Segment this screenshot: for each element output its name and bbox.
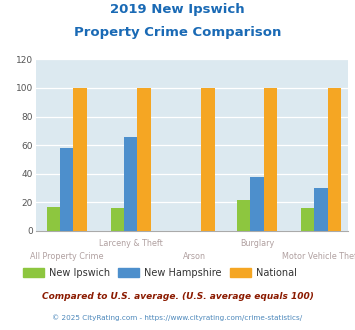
Bar — [237, 200, 251, 231]
Bar — [264, 88, 277, 231]
Bar — [201, 88, 215, 231]
Legend: New Ipswich, New Hampshire, National: New Ipswich, New Hampshire, National — [19, 264, 301, 282]
Bar — [47, 207, 60, 231]
Text: Property Crime Comparison: Property Crime Comparison — [74, 26, 281, 39]
Bar — [301, 208, 315, 231]
Text: All Property Crime: All Property Crime — [30, 252, 104, 261]
Bar — [315, 188, 328, 231]
Bar — [124, 137, 137, 231]
Text: Arson: Arson — [183, 252, 206, 261]
Text: Compared to U.S. average. (U.S. average equals 100): Compared to U.S. average. (U.S. average … — [42, 292, 313, 301]
Bar — [137, 88, 151, 231]
Bar — [328, 88, 341, 231]
Text: Motor Vehicle Theft: Motor Vehicle Theft — [282, 252, 355, 261]
Bar — [111, 208, 124, 231]
Text: © 2025 CityRating.com - https://www.cityrating.com/crime-statistics/: © 2025 CityRating.com - https://www.city… — [53, 314, 302, 321]
Text: 2019 New Ipswich: 2019 New Ipswich — [110, 3, 245, 16]
Bar — [73, 88, 87, 231]
Text: Burglary: Burglary — [240, 239, 274, 248]
Text: Larceny & Theft: Larceny & Theft — [99, 239, 163, 248]
Bar — [251, 177, 264, 231]
Bar — [60, 148, 73, 231]
